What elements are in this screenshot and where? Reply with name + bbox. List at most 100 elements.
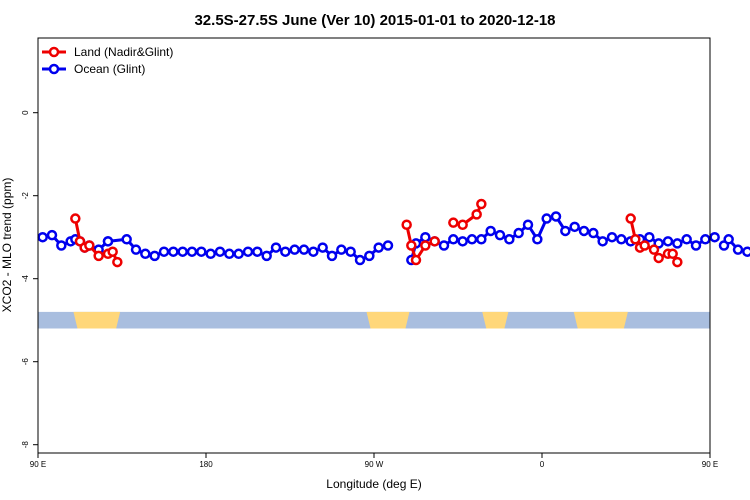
- land-mask-2: [482, 311, 509, 329]
- point-1-3-23: [616, 234, 627, 245]
- point-1-4-2: [732, 244, 744, 255]
- series-layer: [37, 198, 750, 268]
- point-1-3-2: [420, 231, 431, 243]
- point-1-2-10: [205, 248, 216, 260]
- y-tick-label-4: -8: [21, 441, 30, 449]
- point-1-0-1: [46, 229, 58, 241]
- point-1-4-3: [742, 246, 750, 257]
- point-1-2-24: [336, 244, 347, 255]
- point-0-2-0: [448, 217, 459, 228]
- point-0-3-1: [630, 234, 641, 245]
- point-1-3-7: [466, 234, 478, 245]
- point-1-2-12: [224, 248, 235, 260]
- point-0-0-6: [107, 246, 118, 257]
- point-1-2-20: [298, 244, 310, 255]
- point-1-3-20: [588, 227, 599, 239]
- point-1-2-27: [364, 250, 375, 262]
- legend: Land (Nadir&Glint) Ocean (Glint): [42, 45, 173, 76]
- point-1-2-13: [233, 248, 244, 260]
- point-0-1-2: [410, 254, 422, 266]
- plot-frame: [37, 37, 711, 454]
- point-1-3-13: [522, 219, 534, 230]
- y-tick-label-2: -4: [21, 275, 30, 283]
- point-1-2-5: [158, 246, 170, 257]
- point-1-3-16: [550, 211, 562, 222]
- point-1-2-19: [289, 244, 300, 255]
- point-1-2-14: [242, 246, 254, 257]
- point-1-2-6: [168, 246, 179, 257]
- point-1-0-2: [56, 240, 67, 251]
- point-1-3-4: [438, 240, 450, 251]
- point-0-1-0: [401, 219, 412, 230]
- point-1-0-0: [37, 231, 48, 243]
- point-1-2-8: [186, 246, 198, 257]
- point-1-3-21: [597, 236, 608, 247]
- point-1-3-28: [662, 236, 674, 247]
- y-tick-label-3: -6: [21, 358, 30, 366]
- point-0-0-0: [70, 213, 81, 224]
- point-1-3-31: [690, 240, 702, 251]
- x-tick-label-4: 90 E: [702, 460, 718, 469]
- point-1-2-28: [373, 242, 384, 253]
- land-mask-0: [73, 311, 121, 329]
- point-1-2-16: [261, 250, 272, 262]
- legend-ocean-label: Ocean (Glint): [74, 62, 145, 76]
- point-1-2-3: [140, 248, 151, 260]
- point-1-3-9: [485, 225, 496, 237]
- point-1-3-29: [672, 238, 683, 249]
- point-0-0-4: [93, 250, 104, 262]
- point-1-2-2: [130, 244, 142, 255]
- land-ocean-mask: [38, 311, 710, 329]
- point-0-2-1: [457, 219, 468, 230]
- point-0-3-3: [639, 240, 650, 251]
- point-0-3-8: [672, 256, 683, 268]
- point-0-1-1: [406, 240, 417, 251]
- point-1-2-7: [177, 246, 188, 257]
- point-0-2-3: [476, 198, 487, 210]
- axes: 90 E 180 90 W 0 90 E 0 -2 -4 -6 -8: [21, 110, 718, 469]
- x-tick-label-3: 0: [540, 460, 545, 469]
- point-1-2-9: [196, 246, 207, 257]
- point-1-2-25: [345, 246, 356, 257]
- point-1-2-26: [354, 254, 366, 266]
- point-0-0-3: [84, 240, 95, 251]
- point-1-3-5: [448, 234, 459, 245]
- x-axis-label: Longitude (deg E): [326, 477, 421, 491]
- point-1-3-18: [569, 221, 580, 233]
- point-1-3-11: [504, 234, 515, 245]
- point-1-3-22: [606, 231, 618, 243]
- point-1-2-22: [317, 242, 328, 253]
- point-1-3-6: [457, 236, 468, 247]
- point-1-3-30: [681, 234, 692, 245]
- point-1-2-0: [102, 236, 114, 247]
- legend-land-label: Land (Nadir&Glint): [74, 45, 173, 59]
- point-1-3-33: [709, 231, 720, 243]
- point-1-3-8: [476, 234, 487, 245]
- point-1-3-10: [494, 229, 506, 241]
- point-0-2-2: [471, 209, 482, 220]
- point-1-3-12: [513, 227, 524, 239]
- point-0-3-5: [653, 252, 664, 264]
- series-land: [70, 198, 683, 268]
- series-ocean: [37, 211, 750, 266]
- point-0-3-0: [625, 213, 636, 224]
- point-1-2-21: [308, 246, 319, 257]
- y-tick-label-0: 0: [21, 110, 30, 115]
- point-1-2-18: [280, 246, 291, 257]
- land-mask-1: [366, 311, 410, 329]
- point-1-2-4: [149, 250, 160, 262]
- point-1-2-15: [252, 246, 263, 257]
- point-1-2-29: [382, 240, 394, 251]
- point-0-0-7: [112, 256, 123, 268]
- x-tick-label-2: 90 W: [365, 460, 384, 469]
- point-0-1-4: [429, 236, 440, 247]
- x-tick-label-1: 180: [199, 460, 213, 469]
- point-1-2-11: [214, 246, 226, 257]
- point-0-1-3: [420, 240, 431, 251]
- chart-title: 32.5S-27.5S June (Ver 10) 2015-01-01 to …: [194, 12, 555, 29]
- point-1-3-14: [532, 234, 543, 245]
- legend-land-marker: [48, 46, 60, 58]
- point-1-4-1: [723, 234, 734, 245]
- point-1-3-26: [644, 231, 655, 243]
